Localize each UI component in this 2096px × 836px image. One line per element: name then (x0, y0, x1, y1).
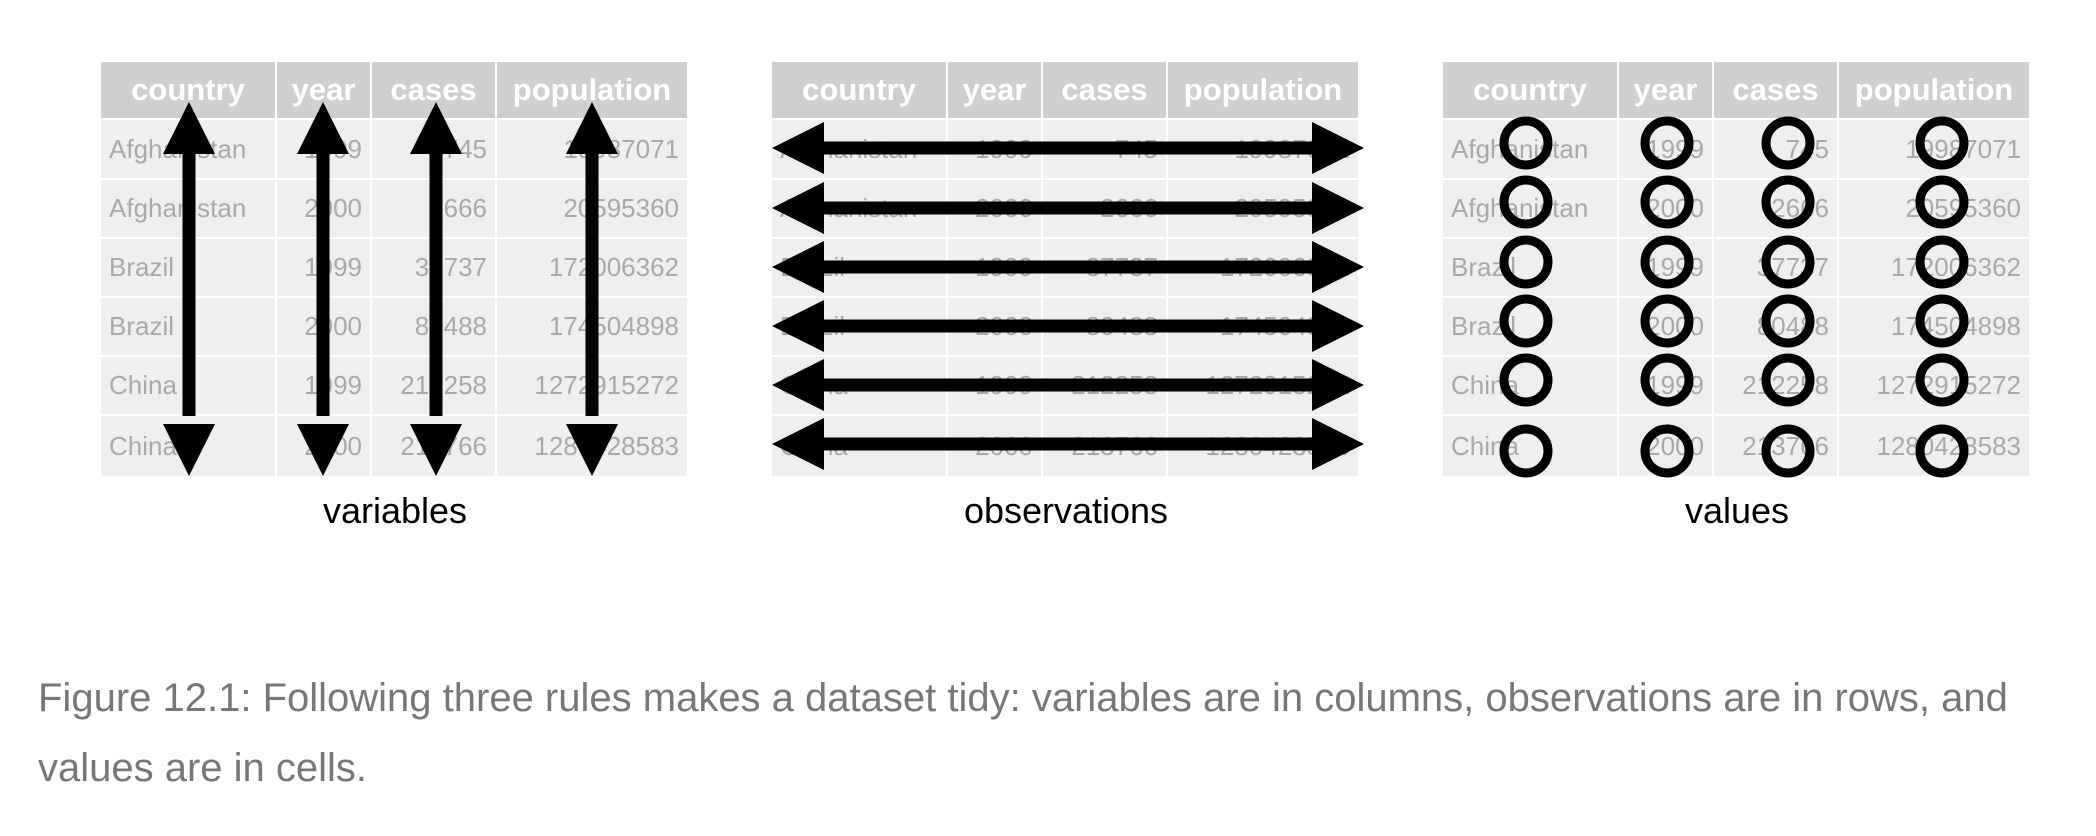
value-circle (1640, 116, 1694, 170)
header-year: year (1619, 62, 1714, 118)
value-circle (1915, 294, 1969, 348)
label-variables: variables (322, 490, 468, 531)
horizontal-arrow (772, 122, 1364, 174)
panel-values: country year cases population Afghanistan 199… (1443, 62, 2031, 478)
value-circle (1499, 175, 1553, 229)
variables-arrows (163, 102, 618, 476)
value-circle (1761, 235, 1815, 289)
figure-caption: Figure 12.1: Following three rules makes… (38, 676, 2008, 790)
vertical-arrow (297, 102, 349, 476)
value-circle (1915, 235, 1969, 289)
value-circle (1915, 116, 1969, 170)
header-population: population (1839, 62, 2031, 118)
header-population: population (1168, 62, 1360, 118)
header-population: population (497, 62, 689, 118)
value-circle (1915, 424, 1969, 478)
cell-year: 2000 (1619, 414, 1714, 476)
vertical-arrow (566, 102, 618, 476)
panel-variables: countryyearcasespopulationAfghanistan199… (101, 62, 689, 476)
value-circle (1915, 175, 1969, 229)
value-circle (1499, 353, 1553, 407)
label-values: values (1684, 490, 1790, 531)
observations-arrows (772, 122, 1364, 470)
vertical-arrow (163, 102, 215, 476)
cell-population: 1280428583 (1839, 414, 2031, 476)
cell-cases: 212258 (1714, 355, 1839, 414)
cell-country: China (1443, 414, 1619, 476)
value-circle (1499, 294, 1553, 348)
value-circle (1761, 294, 1815, 348)
horizontal-arrow (772, 241, 1364, 293)
header-cases: cases (1714, 62, 1839, 118)
value-circle (1761, 353, 1815, 407)
horizontal-arrow (772, 300, 1364, 352)
panel-observations: countryyearcasespopulationAfghanistan199… (772, 62, 1364, 476)
value-circle (1915, 353, 1969, 407)
value-circle (1640, 294, 1694, 348)
vertical-arrow (410, 102, 462, 476)
value-circle (1499, 424, 1553, 478)
header-country: country (1443, 62, 1619, 118)
cell-year: 1999 (1619, 355, 1714, 414)
header-cases: cases (1043, 62, 1168, 118)
value-circle (1761, 424, 1815, 478)
value-circle (1640, 353, 1694, 407)
header-year: year (277, 62, 372, 118)
label-observations: observations (963, 490, 1169, 531)
horizontal-arrow (772, 418, 1364, 470)
cell-year: 1999 (1619, 118, 1714, 178)
value-circle (1499, 235, 1553, 289)
value-circle (1499, 116, 1553, 170)
header-country: country (772, 62, 948, 118)
value-circle (1640, 424, 1694, 478)
value-circle (1761, 116, 1815, 170)
values-circles (1499, 116, 1969, 478)
value-circle (1761, 175, 1815, 229)
header-cases: cases (372, 62, 497, 118)
horizontal-arrow (772, 359, 1364, 411)
value-circle (1640, 175, 1694, 229)
value-circle (1640, 235, 1694, 289)
header-year: year (948, 62, 1043, 118)
horizontal-arrow (772, 182, 1364, 234)
